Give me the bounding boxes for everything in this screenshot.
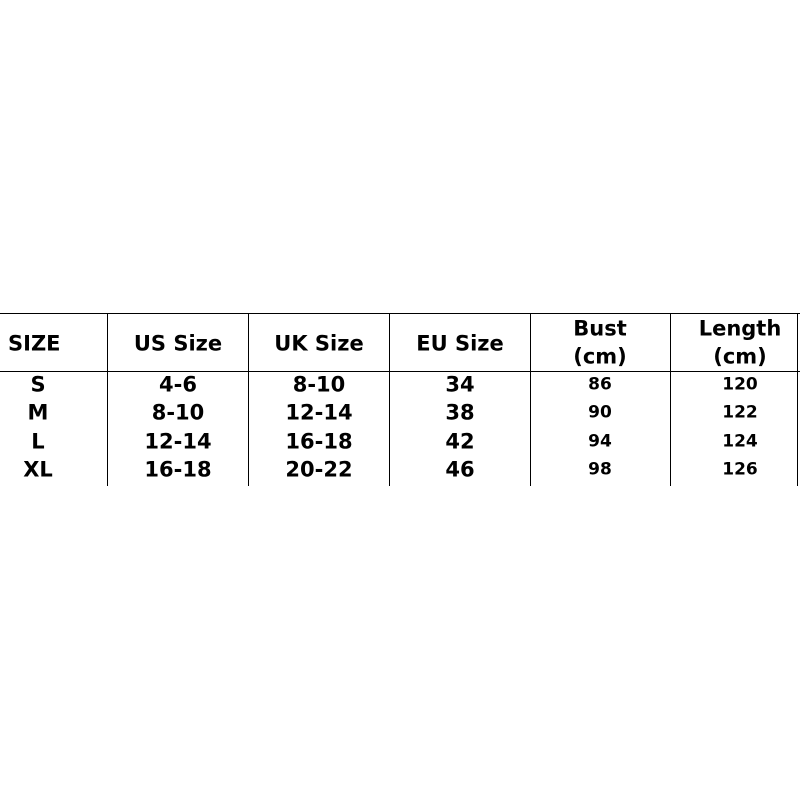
column-border xyxy=(107,313,108,486)
header-border xyxy=(0,371,800,372)
header-cell: US Size xyxy=(133,331,223,356)
header-cell: SIZE xyxy=(8,331,61,356)
table-top-border xyxy=(0,313,800,314)
table-cell: 126 xyxy=(722,459,758,480)
table-cell: 16-18 xyxy=(144,457,212,482)
table-cell: 46 xyxy=(445,457,475,482)
table-cell: 86 xyxy=(588,374,612,395)
table-cell: 38 xyxy=(445,400,475,425)
table-cell: 90 xyxy=(588,402,612,423)
header-cell: (cm) xyxy=(713,344,767,369)
table-cell: 34 xyxy=(445,372,475,397)
table-cell: M xyxy=(27,400,49,425)
table-cell: 12-14 xyxy=(144,429,212,454)
table-cell: 8-10 xyxy=(292,372,346,397)
table-cell: L xyxy=(31,429,45,454)
table-cell: 98 xyxy=(588,459,612,480)
table-cell: 124 xyxy=(722,431,758,452)
table-cell: 12-14 xyxy=(285,400,353,425)
column-border xyxy=(248,313,249,486)
column-border xyxy=(530,313,531,486)
table-cell: 42 xyxy=(445,429,475,454)
table-cell: 120 xyxy=(722,374,758,395)
table-cell: 94 xyxy=(588,431,612,452)
column-border xyxy=(670,313,671,486)
column-border xyxy=(389,313,390,486)
header-cell: (cm) xyxy=(573,344,627,369)
table-cell: 122 xyxy=(722,402,758,423)
table-cell: 16-18 xyxy=(285,429,353,454)
table-cell: 8-10 xyxy=(151,400,205,425)
header-cell: UK Size xyxy=(274,331,364,356)
table-cell: XL xyxy=(23,457,53,482)
table-cell: 20-22 xyxy=(285,457,353,482)
header-cell: Bust xyxy=(573,316,627,341)
table-cell: S xyxy=(30,372,46,397)
header-cell: Length xyxy=(698,316,782,341)
column-border xyxy=(797,313,798,486)
table-cell: 4-6 xyxy=(159,372,197,397)
header-cell: EU Size xyxy=(416,331,504,356)
